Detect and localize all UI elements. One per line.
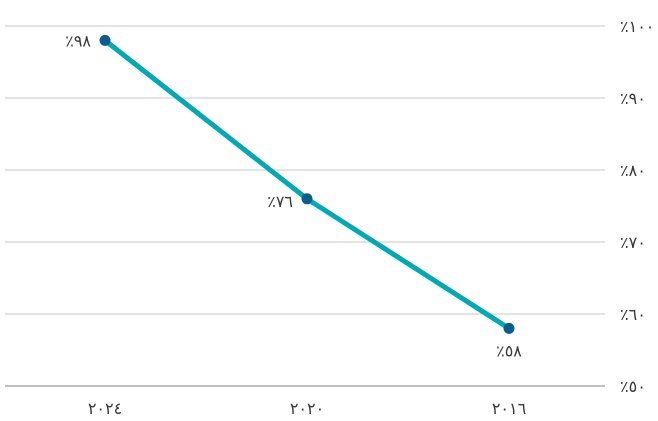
x-tick-label: ٢٠٢٠ <box>290 399 324 418</box>
data-label: ٪٥٨ <box>496 341 522 360</box>
x-axis-ticks: ٢٠٢٤ ٢٠٢٠ ٢٠١٦ <box>88 399 526 418</box>
data-point <box>301 193 313 205</box>
data-labels: ٪٩٨ ٪٧٦ ٪٥٨ <box>65 31 522 360</box>
y-tick-label: ٪٦٠ <box>620 305 646 324</box>
gridlines <box>5 25 605 387</box>
data-point <box>503 322 515 334</box>
y-tick-label: ٪٥٠ <box>620 377 646 396</box>
y-tick-label: ٪٩٠ <box>620 89 646 108</box>
series <box>99 34 515 334</box>
y-tick-label: ٪٧٠ <box>620 233 646 252</box>
y-tick-label: ٪٨٠ <box>620 161 646 180</box>
data-label: ٪٧٦ <box>267 192 293 211</box>
data-point <box>99 34 111 46</box>
x-tick-label: ٢٠١٦ <box>492 399 526 418</box>
data-label: ٪٩٨ <box>65 31 91 50</box>
y-axis-ticks: ٪٥٠ ٪٦٠ ٪٧٠ ٪٨٠ ٪٩٠ ٪١٠٠ <box>620 17 654 396</box>
x-tick-label: ٢٠٢٤ <box>88 399 122 418</box>
series-line <box>102 37 512 331</box>
y-tick-label: ٪١٠٠ <box>620 17 654 36</box>
